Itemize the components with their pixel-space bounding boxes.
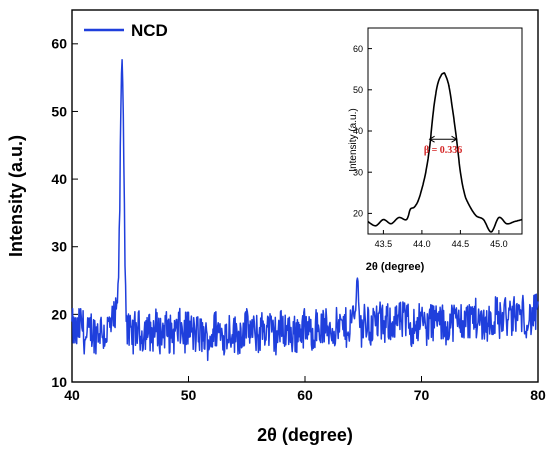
main-x-tick-label-4: 80 [530,387,546,403]
inset-x-tick-label-1: 44.0 [413,239,431,249]
inset-x-tick-label-2: 44.5 [452,239,470,249]
main-y-tick-label-0: 10 [51,374,67,390]
fwhm-label: β = 0.336 [424,145,462,156]
inset-y-tick-label-4: 60 [353,44,363,54]
legend-label-ncd: NCD [131,21,168,40]
inset-series-line [367,72,523,233]
inset-y-axis-label: Intensity (a.u.) [348,108,359,171]
main-x-tick-label-2: 60 [297,387,313,403]
main-y-tick-label-4: 50 [51,103,67,119]
fwhm-arrow-right [451,135,458,143]
inset-y-tick-label-0: 20 [353,209,363,219]
inset-y-tick-label-2: 40 [353,126,363,136]
main-x-tick-label-3: 70 [414,387,430,403]
inset-x-tick-label-0: 43.5 [375,239,393,249]
inset-x-axis-label: 2θ (degree) [366,261,425,273]
inset-series-group [367,72,523,233]
main-y-axis-label: Intensity (a.u.) [6,135,26,257]
inset-background [368,28,522,234]
main-axis-ticks: 40 50 60 70 80 10 20 30 40 50 60 [51,36,546,403]
main-x-axis-label: 2θ (degree) [257,425,353,445]
fwhm-annotation: β = 0.336 [424,135,462,156]
main-y-tick-label-1: 20 [51,306,67,322]
fwhm-arrow-left [428,135,435,143]
main-y-tick-label-2: 30 [51,239,67,255]
inset-y-tick-label-3: 50 [353,85,363,95]
main-y-tick-label-5: 60 [51,36,67,52]
inset-y-tick-label-1: 30 [353,167,363,177]
inset-axis-ticks: 43.5 44.0 44.5 45.0 20 30 40 50 60 [353,44,508,249]
legend: NCD [84,21,168,40]
main-y-tick-label-3: 40 [51,171,67,187]
main-series-group [71,58,539,362]
ncd-series-line [71,58,539,362]
main-x-tick-label-1: 50 [181,387,197,403]
inset-x-tick-label-3: 45.0 [490,239,508,249]
main-x-tick-label-0: 40 [64,387,80,403]
